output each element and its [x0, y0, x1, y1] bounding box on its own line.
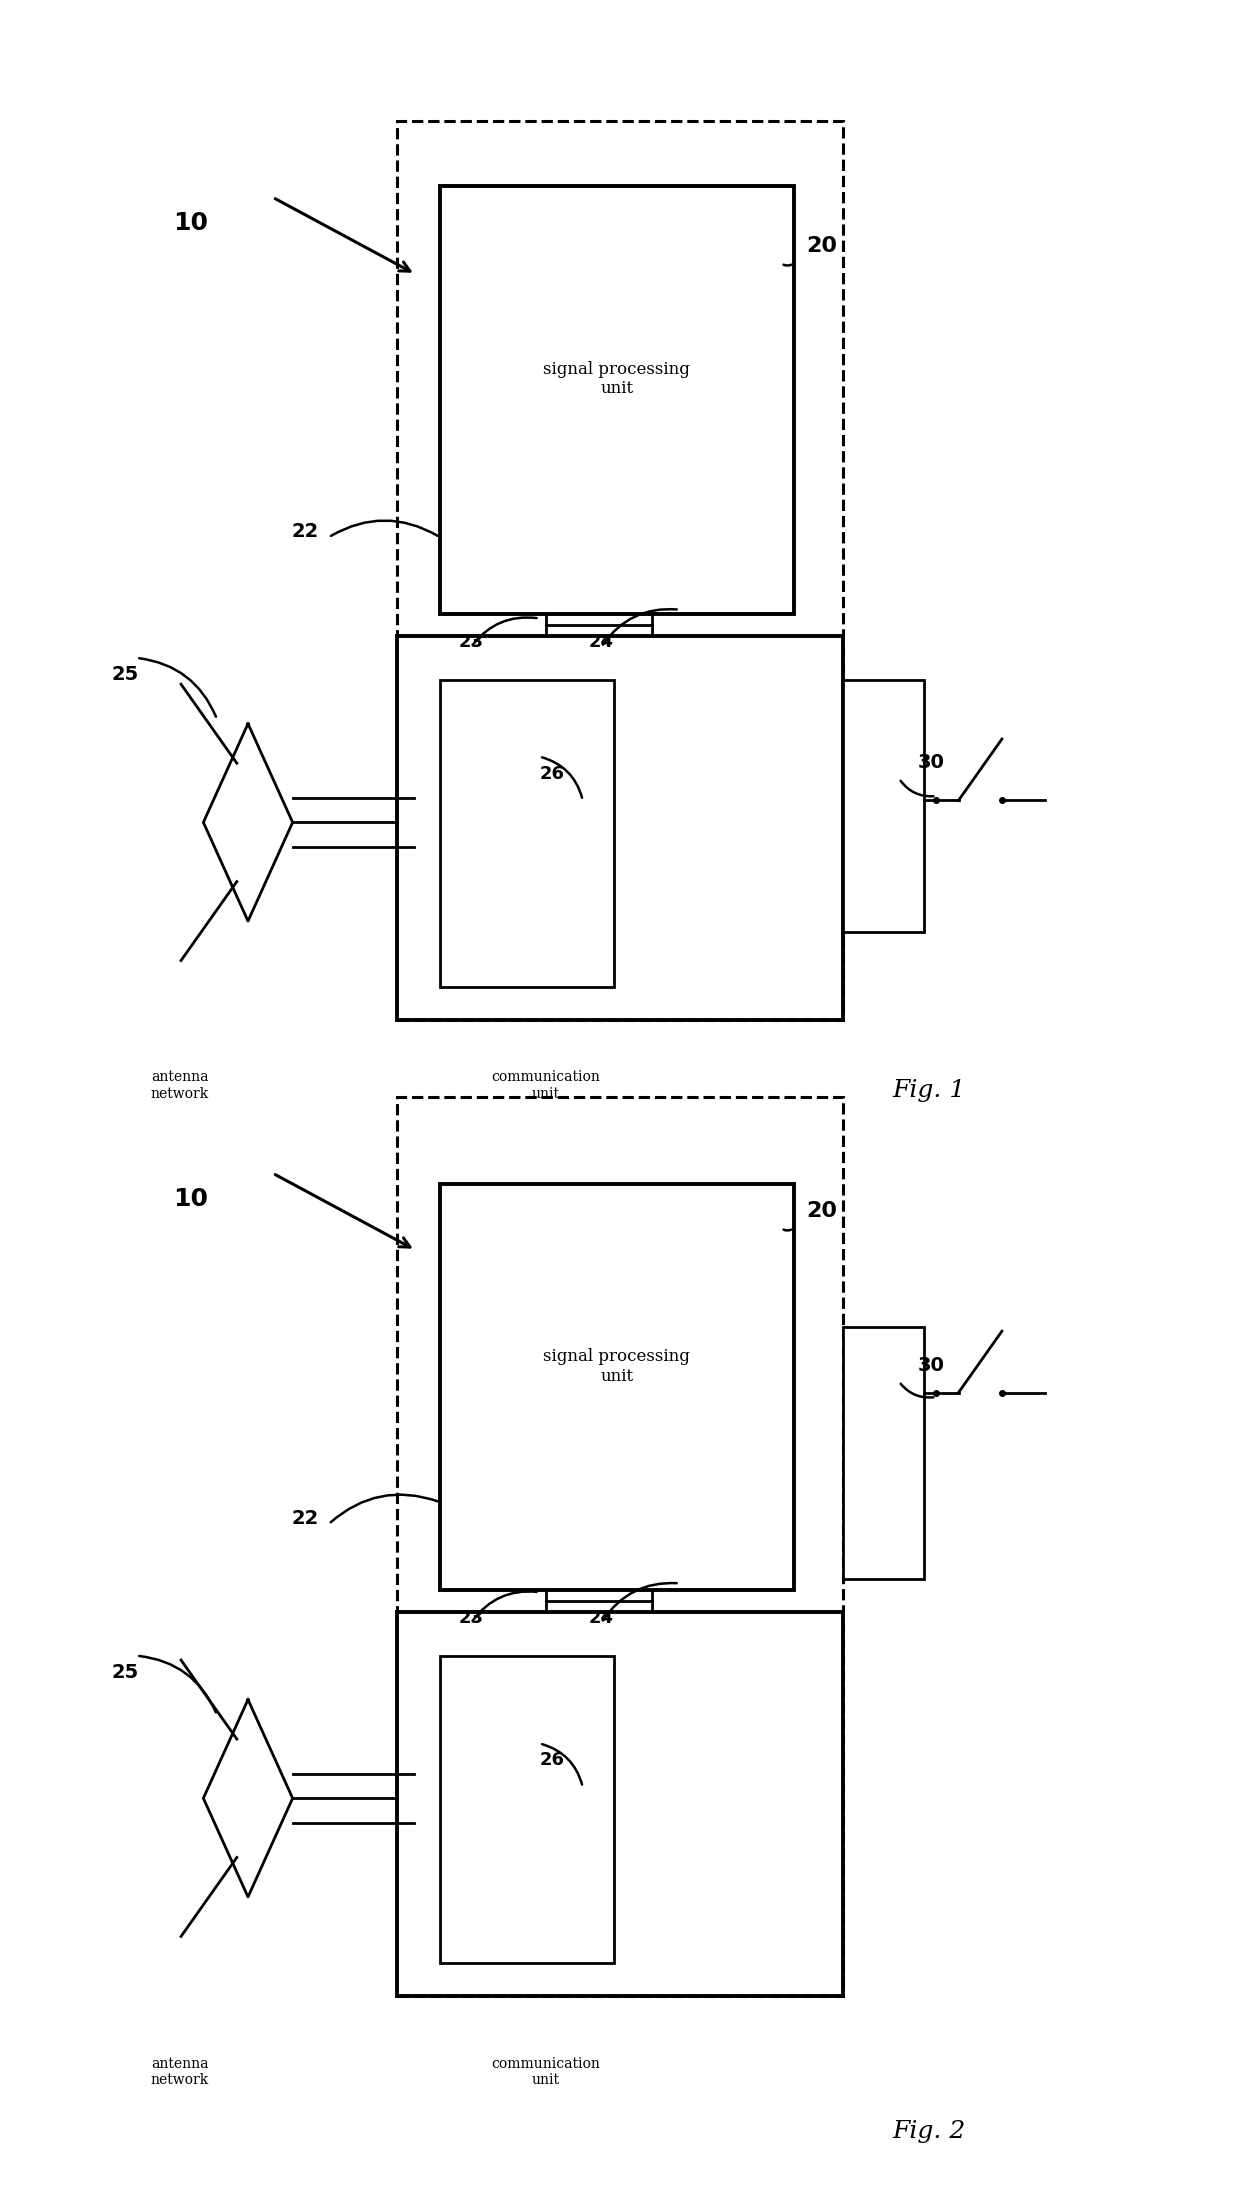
Text: 23: 23: [459, 1610, 484, 1627]
Text: 25: 25: [112, 1662, 139, 1682]
Bar: [440, 1184, 794, 1590]
Text: signal processing
unit: signal processing unit: [543, 360, 691, 397]
Bar: [397, 636, 843, 1020]
Text: Fig. 2: Fig. 2: [893, 2121, 966, 2143]
Bar: [397, 121, 843, 1020]
Text: 30: 30: [918, 752, 945, 772]
Text: 24: 24: [589, 634, 614, 651]
Text: 25: 25: [112, 664, 139, 684]
Text: 20: 20: [806, 237, 837, 257]
Bar: [843, 1327, 924, 1579]
Text: antenna
network: antenna network: [151, 2057, 208, 2088]
Text: signal processing
unit: signal processing unit: [543, 1349, 691, 1386]
Bar: [440, 186, 794, 614]
Text: 10: 10: [174, 1186, 208, 1211]
Text: Fig. 1: Fig. 1: [893, 1079, 966, 1101]
Text: communication
unit: communication unit: [491, 1070, 600, 1101]
Text: 24: 24: [589, 1610, 614, 1627]
Bar: [397, 1096, 843, 1996]
Text: 10: 10: [174, 211, 208, 235]
Bar: [440, 680, 614, 987]
Text: 30: 30: [918, 1355, 945, 1375]
Bar: [843, 680, 924, 932]
Text: 22: 22: [291, 522, 319, 542]
Text: 26: 26: [539, 765, 564, 783]
Text: communication
unit: communication unit: [491, 2057, 600, 2088]
Bar: [397, 1612, 843, 1996]
Text: antenna
network: antenna network: [151, 1070, 208, 1101]
Bar: [440, 1656, 614, 1963]
Text: 20: 20: [806, 1202, 837, 1222]
Text: 23: 23: [459, 634, 484, 651]
Text: 22: 22: [291, 1509, 319, 1529]
Text: 26: 26: [539, 1752, 564, 1770]
